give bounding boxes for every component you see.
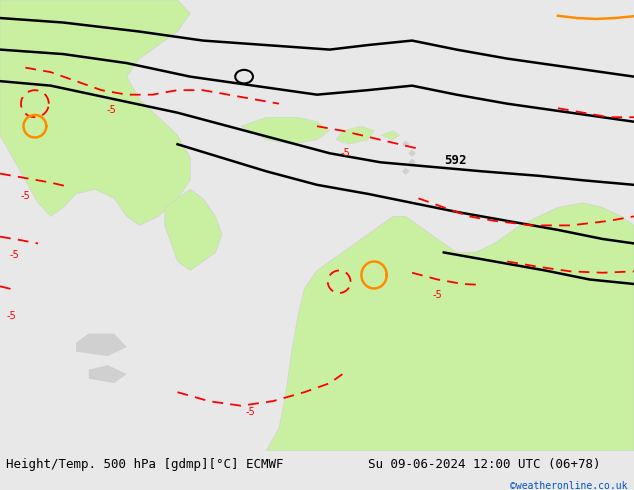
Polygon shape [408,159,416,166]
Text: 592: 592 [444,153,467,167]
Polygon shape [380,131,399,140]
Text: -5: -5 [245,408,256,417]
Polygon shape [89,365,127,383]
Polygon shape [0,0,190,225]
Text: -5: -5 [106,105,116,116]
Text: -5: -5 [340,148,351,158]
Polygon shape [402,168,410,175]
Polygon shape [408,149,416,157]
Text: -5: -5 [20,191,30,201]
Polygon shape [76,334,127,356]
Polygon shape [266,203,634,451]
Polygon shape [241,117,330,144]
Text: Height/Temp. 500 hPa [gdmp][°C] ECMWF: Height/Temp. 500 hPa [gdmp][°C] ECMWF [6,458,284,471]
Text: ©weatheronline.co.uk: ©weatheronline.co.uk [510,481,628,490]
Text: -5: -5 [6,311,16,320]
Text: Su 09-06-2024 12:00 UTC (06+78): Su 09-06-2024 12:00 UTC (06+78) [368,458,600,471]
Polygon shape [336,126,374,144]
Text: -5: -5 [432,290,443,300]
Text: -5: -5 [9,250,19,260]
Polygon shape [402,141,410,148]
Polygon shape [165,189,222,270]
